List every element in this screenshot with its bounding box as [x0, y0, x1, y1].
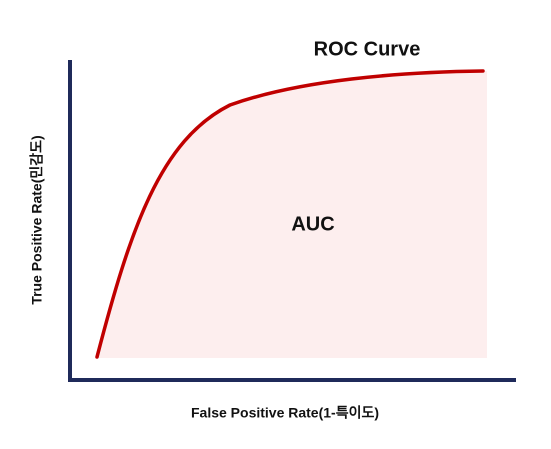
x-axis-label: False Positive Rate(1-특이도) — [191, 405, 379, 421]
y-axis-label: True Positive Rate(민감도) — [29, 135, 45, 304]
auc-area — [97, 71, 487, 358]
area-label: AUC — [291, 213, 334, 235]
roc-curve — [95, 69, 485, 359]
title: ROC Curve — [314, 38, 421, 60]
